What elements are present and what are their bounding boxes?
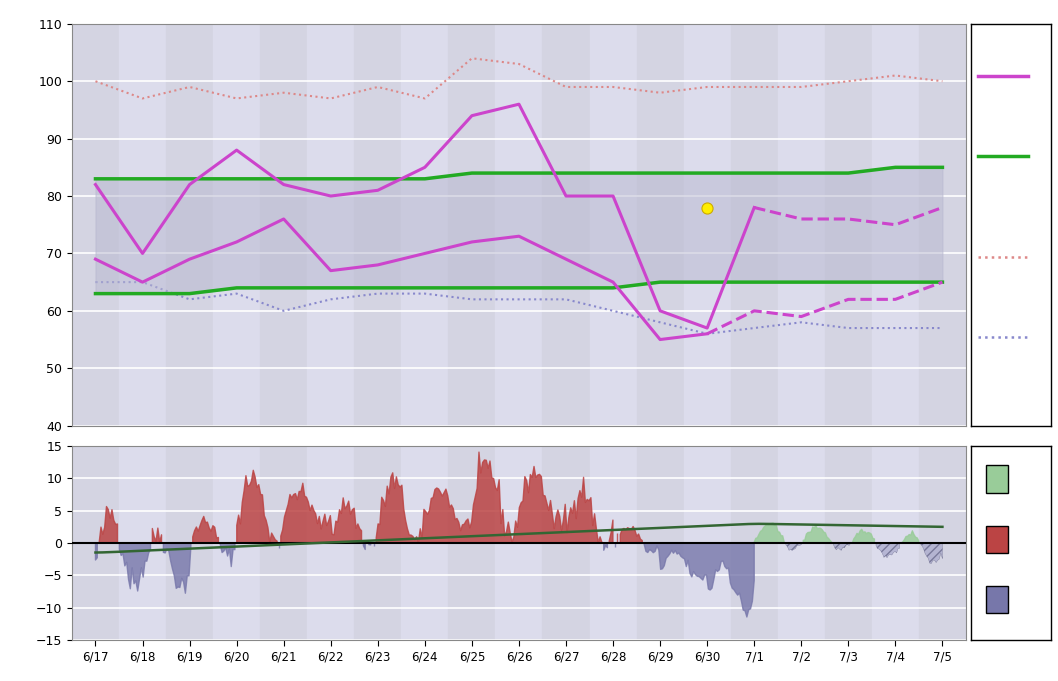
Bar [449,446,495,640]
FancyBboxPatch shape [986,586,1007,613]
Bar [166,24,213,426]
Bar [260,24,307,426]
Bar [401,446,449,640]
Bar [449,24,495,426]
Bar [72,446,118,640]
Bar [589,446,637,640]
Bar [354,24,401,426]
Bar [354,446,401,640]
FancyBboxPatch shape [986,466,1007,492]
Bar [118,446,166,640]
Bar [495,446,543,640]
Bar [213,446,260,640]
FancyBboxPatch shape [986,526,1007,553]
Bar [495,24,543,426]
Bar [401,24,449,426]
Bar [118,24,166,426]
Bar [72,24,118,426]
Bar [731,24,778,426]
Bar [872,446,919,640]
Bar [919,446,966,640]
Bar [260,446,307,640]
Bar [683,24,731,426]
Bar [543,446,589,640]
Bar [731,446,778,640]
Bar [589,24,637,426]
Bar [307,446,354,640]
Bar [872,24,919,426]
Bar [307,24,354,426]
Bar [637,446,683,640]
Bar [543,24,589,426]
Bar [683,446,731,640]
Bar [213,24,260,426]
Bar [637,24,683,426]
Bar [778,446,825,640]
Bar [166,446,213,640]
Bar [778,24,825,426]
Bar [919,24,966,426]
Bar [825,24,872,426]
Bar [825,446,872,640]
